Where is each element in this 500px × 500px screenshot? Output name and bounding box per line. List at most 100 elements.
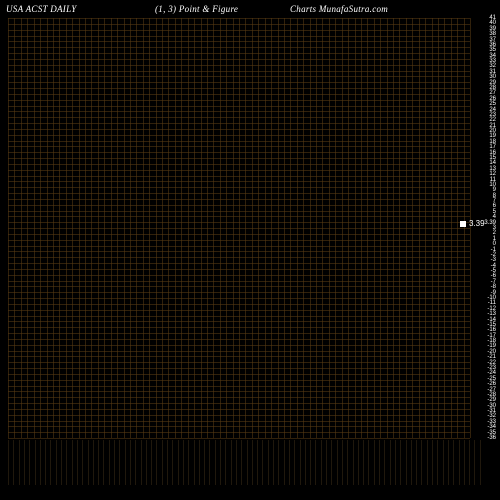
grid-col bbox=[53, 18, 54, 438]
volume-bar bbox=[35, 440, 36, 485]
volume-bar bbox=[199, 440, 200, 485]
volume-bar bbox=[374, 440, 375, 485]
grid-col bbox=[104, 18, 105, 438]
volume-bar bbox=[390, 440, 391, 485]
volume-bar bbox=[24, 440, 25, 485]
grid-col bbox=[464, 18, 465, 438]
grid-col bbox=[201, 18, 202, 438]
volume-bar bbox=[411, 440, 412, 485]
grid-col bbox=[470, 18, 471, 438]
grid-col bbox=[194, 18, 195, 438]
volume-bar bbox=[384, 440, 385, 485]
volume-bar bbox=[103, 440, 104, 485]
volume-bar bbox=[61, 440, 62, 485]
volume-bar bbox=[66, 440, 67, 485]
grid-col bbox=[47, 18, 48, 438]
grid-col bbox=[207, 18, 208, 438]
volume-bar bbox=[474, 440, 475, 485]
grid-col bbox=[393, 18, 394, 438]
volume-bar bbox=[156, 440, 157, 485]
grid-col bbox=[278, 18, 279, 438]
volume-bar bbox=[146, 440, 147, 485]
volume-bar bbox=[204, 440, 205, 485]
grid-col bbox=[91, 18, 92, 438]
volume-bar bbox=[459, 440, 460, 485]
grid-col bbox=[444, 18, 445, 438]
grid-col bbox=[342, 18, 343, 438]
volume-bar bbox=[262, 440, 263, 485]
volume-bar bbox=[363, 440, 364, 485]
volume-bar bbox=[241, 440, 242, 485]
grid-col bbox=[220, 18, 221, 438]
grid-col bbox=[367, 18, 368, 438]
grid-col bbox=[79, 18, 80, 438]
grid-col bbox=[162, 18, 163, 438]
volume-bar bbox=[289, 440, 290, 485]
grid-col bbox=[361, 18, 362, 438]
volume-bar bbox=[135, 440, 136, 485]
volume-bar bbox=[358, 440, 359, 485]
volume-bar bbox=[130, 440, 131, 485]
volume-bar bbox=[342, 440, 343, 485]
volume-bar bbox=[188, 440, 189, 485]
grid-col bbox=[380, 18, 381, 438]
grid-col bbox=[117, 18, 118, 438]
volume-bar bbox=[98, 440, 99, 485]
volume-bar bbox=[45, 440, 46, 485]
volume-bar bbox=[220, 440, 221, 485]
volume-strip bbox=[0, 440, 500, 500]
grid-col bbox=[245, 18, 246, 438]
grid-col bbox=[258, 18, 259, 438]
volume-bar bbox=[88, 440, 89, 485]
volume-bar bbox=[231, 440, 232, 485]
volume-bar bbox=[268, 440, 269, 485]
chart-type-label: (1, 3) Point & Figure bbox=[155, 4, 238, 14]
grid-col bbox=[8, 18, 9, 438]
grid-col bbox=[387, 18, 388, 438]
volume-bar bbox=[162, 440, 163, 485]
volume-bar bbox=[125, 440, 126, 485]
volume-bar bbox=[337, 440, 338, 485]
volume-bar bbox=[347, 440, 348, 485]
volume-bar bbox=[141, 440, 142, 485]
grid-col bbox=[252, 18, 253, 438]
volume-bar bbox=[326, 440, 327, 485]
grid-col bbox=[181, 18, 182, 438]
grid-col bbox=[143, 18, 144, 438]
grid-col bbox=[213, 18, 214, 438]
grid-col bbox=[316, 18, 317, 438]
volume-bar bbox=[50, 440, 51, 485]
grid-col bbox=[432, 18, 433, 438]
volume-bar bbox=[448, 440, 449, 485]
grid-col bbox=[130, 18, 131, 438]
grid-col bbox=[322, 18, 323, 438]
grid-col bbox=[419, 18, 420, 438]
grid-col bbox=[374, 18, 375, 438]
grid-col bbox=[406, 18, 407, 438]
price-marker-label: 3.39 bbox=[469, 219, 485, 228]
volume-bar bbox=[443, 440, 444, 485]
volume-bar bbox=[29, 440, 30, 485]
volume-bar bbox=[395, 440, 396, 485]
volume-bar bbox=[437, 440, 438, 485]
grid-col bbox=[290, 18, 291, 438]
volume-bar bbox=[480, 440, 481, 485]
volume-bar bbox=[40, 440, 41, 485]
grid-col bbox=[188, 18, 189, 438]
volume-bar bbox=[353, 440, 354, 485]
volume-bar bbox=[400, 440, 401, 485]
grid-col bbox=[265, 18, 266, 438]
grid-col bbox=[310, 18, 311, 438]
grid-col bbox=[27, 18, 28, 438]
volume-bar bbox=[273, 440, 274, 485]
volume-bar bbox=[331, 440, 332, 485]
volume-bar bbox=[257, 440, 258, 485]
grid-row bbox=[8, 438, 470, 439]
volume-bar bbox=[109, 440, 110, 485]
grid-col bbox=[348, 18, 349, 438]
grid-col bbox=[438, 18, 439, 438]
volume-bar bbox=[310, 440, 311, 485]
volume-bar bbox=[284, 440, 285, 485]
grid-col bbox=[239, 18, 240, 438]
volume-bar bbox=[421, 440, 422, 485]
